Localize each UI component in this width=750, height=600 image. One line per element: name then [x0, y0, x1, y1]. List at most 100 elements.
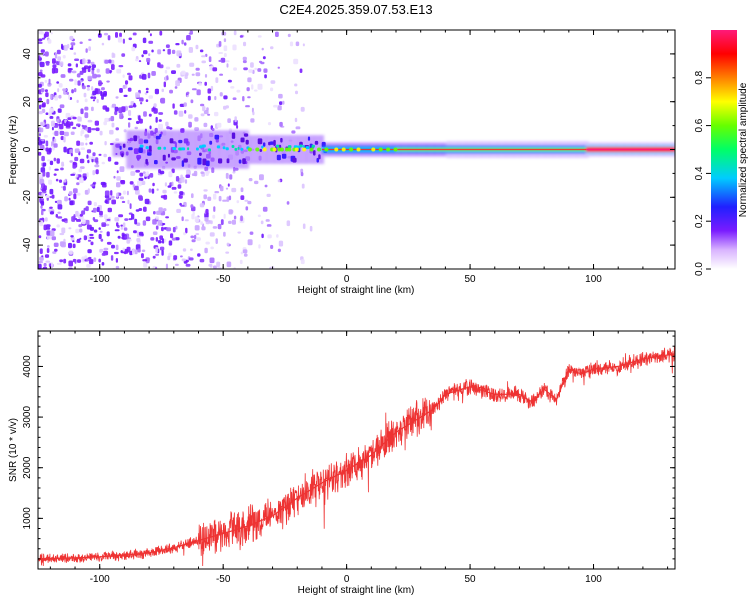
heatmap-cell	[39, 256, 44, 261]
heatmap-cell	[162, 208, 167, 212]
heatmap-cell	[159, 235, 163, 240]
heatmap-cell	[70, 236, 75, 241]
heatmap-cell	[269, 141, 274, 145]
heatmap-cell	[103, 121, 107, 126]
heatmap-cell	[191, 130, 195, 169]
heatmap-cell	[39, 179, 45, 185]
heatmap-cell	[243, 67, 248, 71]
heatmap-cell	[57, 56, 61, 61]
heatmap-cell	[318, 154, 321, 160]
heatmap-cell	[152, 255, 156, 259]
heatmap-cell	[112, 142, 116, 157]
heatmap-cell	[194, 216, 200, 222]
heatmap-cell	[62, 88, 67, 91]
heatmap-cell	[64, 131, 69, 137]
heatmap-cell	[41, 255, 44, 258]
colorbar-gradient	[711, 30, 737, 269]
heatmap-cell	[153, 211, 156, 215]
heatmap-cell	[203, 194, 207, 200]
heatmap-cell	[213, 206, 216, 212]
heatmap-cell	[115, 32, 118, 38]
heatmap-cell	[181, 39, 184, 45]
heatmap-cell	[247, 96, 251, 99]
heatmap-cell	[148, 40, 154, 44]
heatmap-cell	[225, 187, 229, 190]
heatmap-cell	[72, 240, 75, 243]
colorbar: 0.0 0.2 0.4 0.6 0.8 Normalized spectral ampl…	[694, 30, 749, 276]
heatmap-cell	[58, 83, 63, 88]
heatmap-cell	[121, 53, 126, 57]
heatmap-cell	[181, 160, 185, 167]
heatmap-cell	[300, 168, 304, 174]
heatmap-cell	[56, 49, 61, 55]
heatmap-cell	[59, 61, 64, 67]
heatmap-cell	[115, 96, 119, 99]
heatmap-cell	[111, 244, 115, 249]
heatmap-cell	[116, 182, 121, 188]
heatmap-cell	[300, 259, 305, 265]
heatmap-cell	[75, 210, 79, 217]
heatmap-cell	[294, 117, 298, 123]
heatmap-cell	[222, 199, 228, 202]
heatmap-cell	[106, 80, 110, 83]
heatmap-cell	[128, 75, 133, 81]
heatmap-cell	[155, 237, 158, 242]
snr-y-tick-label: 1000	[22, 507, 33, 530]
heatmap-cell	[250, 62, 254, 68]
heatmap-cell	[72, 161, 77, 166]
heatmap-cell	[185, 263, 191, 267]
heatmap-cell	[143, 139, 149, 144]
heatmap-cell	[218, 41, 222, 47]
heatmap-cell	[200, 113, 205, 117]
heatmap-cell	[39, 220, 44, 227]
heatmap-cell	[209, 257, 215, 264]
heatmap-cell	[49, 188, 54, 195]
heatmap-cell	[321, 148, 587, 151]
heatmap-cell	[41, 139, 45, 142]
heatmap-cell	[111, 199, 116, 205]
heatmap-cell	[287, 33, 291, 38]
heatmap-cell	[144, 92, 148, 95]
heatmap-cell	[92, 99, 95, 102]
heatmap-cell	[253, 89, 258, 92]
heatmap-cell	[244, 130, 248, 169]
heatmap-cell	[242, 96, 245, 102]
heatmap-x-axis-label: Height of straight line (km)	[298, 285, 415, 296]
heatmap-cell	[179, 191, 184, 196]
heatmap-cell	[117, 235, 121, 239]
heatmap-cell	[277, 105, 282, 111]
heatmap-cell	[46, 226, 51, 230]
heatmap-cell	[133, 135, 138, 142]
heatmap-y-tick-label: -20	[22, 190, 33, 205]
heatmap-cell	[225, 147, 229, 151]
heatmap-cell	[164, 238, 167, 243]
heatmap-cell	[69, 160, 73, 163]
heatmap-cell	[80, 147, 85, 150]
heatmap-cell	[113, 175, 116, 179]
heatmap-cell	[60, 136, 64, 141]
heatmap-cell	[53, 242, 59, 247]
heatmap-cell	[209, 232, 215, 237]
heatmap-cell	[67, 63, 72, 67]
heatmap-cell	[71, 70, 77, 74]
heatmap-cell	[118, 214, 124, 218]
heatmap-cell	[153, 130, 157, 169]
heatmap-cell	[356, 147, 361, 152]
snr-series-line	[38, 353, 675, 560]
heatmap-cell	[60, 167, 64, 171]
heatmap-cell	[76, 73, 81, 78]
heatmap-cell	[169, 89, 173, 94]
heatmap-cell	[38, 151, 42, 156]
heatmap-cell	[203, 189, 208, 192]
heatmap-cell	[142, 171, 146, 175]
heatmap-cell	[76, 182, 80, 186]
heatmap-cell	[188, 114, 193, 119]
heatmap-cell	[247, 147, 252, 152]
heatmap-cell	[213, 193, 217, 200]
heatmap-cell	[39, 248, 43, 254]
heatmap-cell	[97, 33, 102, 38]
heatmap-cell	[84, 219, 90, 226]
heatmap-cell	[173, 255, 178, 260]
heatmap-cell	[122, 190, 127, 195]
heatmap-cell	[38, 260, 43, 264]
